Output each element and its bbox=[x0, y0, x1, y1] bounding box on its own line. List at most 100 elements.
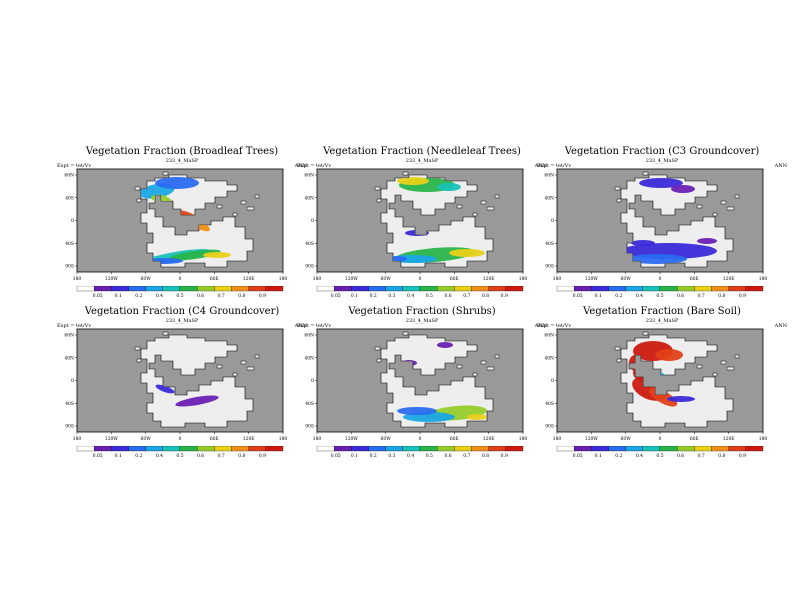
island bbox=[240, 360, 247, 365]
colorbar-swatch bbox=[351, 286, 369, 292]
colorbar-swatch bbox=[677, 286, 695, 292]
colorbar-swatch bbox=[248, 286, 266, 292]
x-tick-label: 60W bbox=[380, 436, 391, 442]
island bbox=[216, 364, 223, 369]
colorbar-label: 0.6 bbox=[445, 293, 452, 299]
x-tick-label: 180 bbox=[313, 436, 322, 442]
x-tick-label: 0 bbox=[659, 276, 662, 282]
colorbar-label: 0.05 bbox=[331, 453, 341, 459]
field-patch bbox=[437, 183, 461, 191]
colorbar-swatch bbox=[248, 446, 266, 452]
season-label: ANN bbox=[774, 163, 787, 169]
land-mask bbox=[380, 334, 494, 428]
colorbar-label: 0.5 bbox=[656, 453, 663, 459]
colorbar-label: 0.9 bbox=[501, 453, 508, 459]
x-tick-label: 120E bbox=[483, 436, 495, 442]
x-tick-label: 180 bbox=[279, 436, 288, 442]
y-tick-label: 0 bbox=[71, 378, 74, 384]
land-mask bbox=[140, 334, 254, 428]
panel-subtitle: 233_4_MaSP bbox=[645, 158, 679, 164]
colorbar-swatch bbox=[642, 286, 661, 292]
island bbox=[480, 360, 487, 365]
y-tick-label: 40N bbox=[304, 355, 314, 361]
colorbar-swatch bbox=[728, 446, 746, 452]
island bbox=[376, 358, 382, 363]
experiment-label: Expt = tet/Vv bbox=[297, 163, 332, 169]
colorbar-swatch bbox=[197, 446, 215, 452]
x-tick-label: 120W bbox=[345, 436, 359, 442]
colorbar-label: 0.05 bbox=[93, 293, 103, 299]
panel-title: Vegetation Fraction (Shrubs) bbox=[348, 306, 496, 317]
colorbar-swatch bbox=[625, 446, 643, 452]
x-tick-label: 180 bbox=[519, 276, 528, 282]
colorbar-label: 0.6 bbox=[677, 453, 684, 459]
y-tick-label: 60N bbox=[64, 333, 74, 339]
field-patch bbox=[631, 240, 655, 246]
y-tick-label: 40S bbox=[65, 195, 74, 201]
colorbar-label: 0.4 bbox=[407, 293, 414, 299]
panel-c3-groundcover: Vegetation Fraction (C3 Groundcover) 233… bbox=[537, 146, 787, 324]
colorbar-label: 0.8 bbox=[238, 293, 245, 299]
colorbar-label: 0.4 bbox=[407, 453, 414, 459]
season-label: ANN bbox=[534, 323, 547, 329]
y-tick-label: 60N bbox=[304, 173, 314, 179]
map-plot: 180 120W 60W 0 60E 120E 180 60N 40N 0 40S 90S bbox=[544, 168, 767, 282]
x-tick-label: 120E bbox=[243, 436, 255, 442]
island bbox=[246, 366, 255, 371]
colorbar-label: 0.2 bbox=[615, 453, 622, 459]
colorbar-swatch bbox=[316, 446, 335, 452]
panel-subtitle: 233_4_MaSP bbox=[165, 158, 199, 164]
island bbox=[616, 198, 622, 203]
colorbar-label: 0.1 bbox=[115, 293, 122, 299]
colorbar-swatch bbox=[574, 286, 592, 292]
experiment-label: Expt = tet/Vv bbox=[297, 323, 332, 329]
colorbar-label: 0.2 bbox=[370, 293, 377, 299]
colorbar-swatch bbox=[574, 446, 592, 452]
island bbox=[616, 358, 622, 363]
x-tick-label: 180 bbox=[73, 276, 82, 282]
colorbar-swatch bbox=[179, 286, 198, 292]
colorbar-swatch bbox=[694, 446, 712, 452]
island bbox=[734, 194, 740, 199]
colorbar-swatch bbox=[231, 286, 249, 292]
island bbox=[240, 200, 247, 205]
field-patch bbox=[655, 349, 683, 361]
island bbox=[494, 354, 500, 359]
x-tick-label: 60W bbox=[620, 436, 631, 442]
panel-bare-soil: Vegetation Fraction (Bare Soil) 233_4_Ma… bbox=[537, 306, 787, 484]
experiment-label: Expt = tet/Vv bbox=[537, 163, 572, 169]
panel-title: Vegetation Fraction (C4 Groundcover) bbox=[84, 306, 280, 317]
colorbar-label: 0.2 bbox=[370, 453, 377, 459]
colorbar-label: 0.8 bbox=[482, 293, 489, 299]
colorbar-swatch bbox=[76, 286, 95, 292]
island bbox=[614, 186, 621, 191]
x-tick-label: 180 bbox=[279, 276, 288, 282]
panel-title: Vegetation Fraction (Broadleaf Trees) bbox=[85, 146, 279, 157]
colorbar: 0.05 0.1 0.2 0.3 0.4 0.5 0.6 0.7 0.8 0.9 bbox=[316, 446, 524, 459]
x-tick-label: 60E bbox=[450, 276, 459, 282]
panel-title: Vegetation Fraction (Needleleaf Trees) bbox=[323, 146, 521, 157]
y-tick-label: 60N bbox=[304, 333, 314, 339]
x-tick-label: 180 bbox=[313, 276, 322, 282]
y-tick-label: 40N bbox=[64, 355, 74, 361]
x-tick-label: 120W bbox=[345, 276, 359, 282]
map-plot: 180 120W 60W 0 60E 120E 180 60N 40N 0 40S 90S bbox=[544, 328, 767, 442]
island bbox=[726, 366, 735, 371]
colorbar-swatch bbox=[334, 286, 352, 292]
map-plot: 180 120W 60W 0 60E 120E 180 60N 40N 0 40S 90S bbox=[304, 328, 527, 442]
island bbox=[486, 366, 495, 371]
colorbar-label: 0.4 bbox=[636, 293, 643, 299]
field-layer bbox=[621, 178, 717, 264]
x-tick-label: 120E bbox=[723, 276, 735, 282]
x-tick-label: 60W bbox=[380, 276, 391, 282]
island bbox=[374, 186, 381, 191]
island bbox=[134, 186, 141, 191]
x-tick-label: 120E bbox=[723, 436, 735, 442]
x-tick-label: 0 bbox=[419, 276, 422, 282]
panel-title: Vegetation Fraction (Bare Soil) bbox=[583, 306, 741, 317]
colorbar-swatch bbox=[231, 446, 249, 452]
colorbar-swatch bbox=[625, 286, 643, 292]
colorbar-swatch bbox=[659, 286, 678, 292]
colorbar-label: 0.7 bbox=[698, 293, 705, 299]
colorbar: 0.05 0.1 0.2 0.4 0.5 0.6 0.7 0.8 0.9 bbox=[76, 286, 284, 299]
